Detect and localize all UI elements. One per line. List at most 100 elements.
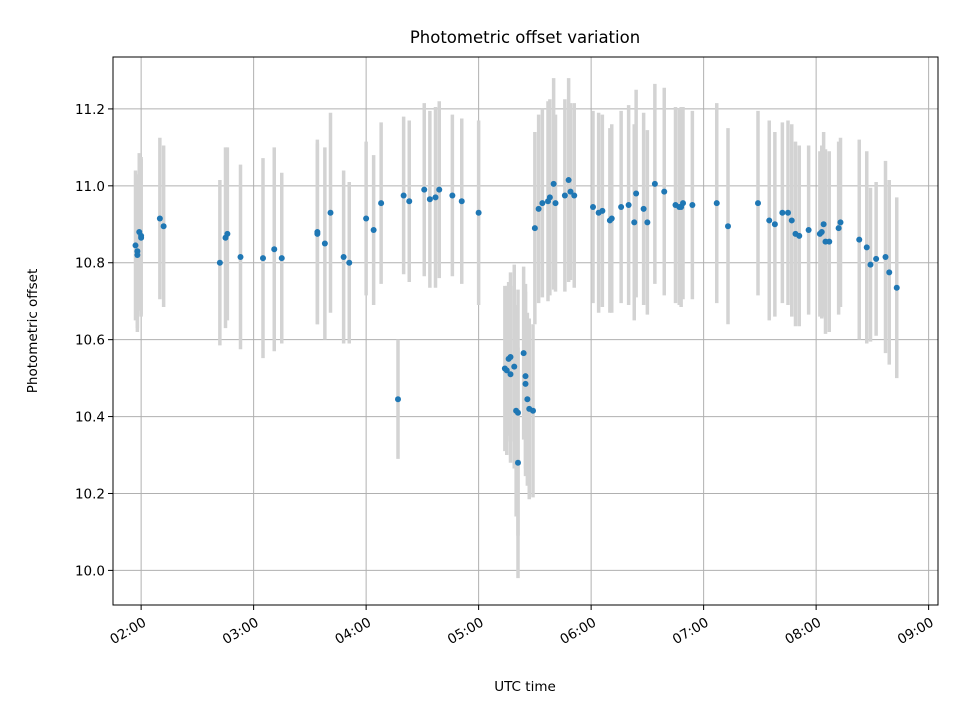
data-point bbox=[160, 223, 167, 230]
data-point bbox=[771, 221, 778, 228]
data-point bbox=[550, 180, 557, 187]
data-point bbox=[400, 192, 407, 199]
data-point bbox=[327, 209, 334, 216]
data-point bbox=[590, 203, 596, 210]
data-point bbox=[856, 236, 863, 243]
data-point bbox=[546, 194, 553, 201]
data-point bbox=[426, 196, 433, 203]
data-point bbox=[805, 227, 812, 234]
x-axis-ticks: 02:00 03:00 04:00 05:00 06:00 07:00 08:00 09:00 bbox=[107, 605, 937, 648]
data-point bbox=[608, 215, 615, 222]
data-point bbox=[552, 200, 559, 207]
x-tick-label: 04:00 bbox=[332, 615, 374, 648]
data-point bbox=[599, 207, 606, 214]
data-point bbox=[406, 198, 413, 205]
data-point bbox=[436, 186, 443, 193]
data-point bbox=[520, 350, 527, 357]
x-tick-label: 09:00 bbox=[895, 615, 937, 648]
data-points bbox=[132, 177, 900, 466]
y-tick-label: 11.0 bbox=[75, 179, 105, 195]
data-point bbox=[421, 186, 428, 193]
plot-frame bbox=[112, 56, 939, 606]
x-tick-label: 07:00 bbox=[670, 615, 712, 648]
data-point bbox=[788, 217, 795, 224]
data-point bbox=[515, 409, 521, 416]
data-point bbox=[680, 200, 686, 207]
data-point bbox=[134, 252, 141, 259]
x-tick-label: 05:00 bbox=[445, 615, 487, 648]
y-tick-label: 10.6 bbox=[75, 333, 105, 349]
data-point bbox=[886, 269, 893, 276]
y-tick-label: 10.2 bbox=[75, 486, 105, 502]
data-point bbox=[224, 230, 231, 237]
data-point bbox=[132, 242, 139, 249]
data-point bbox=[689, 202, 696, 209]
data-point bbox=[625, 202, 632, 209]
data-point bbox=[432, 194, 439, 201]
data-point bbox=[755, 200, 761, 207]
x-tick-label: 06:00 bbox=[557, 615, 599, 648]
x-tick-label: 03:00 bbox=[220, 615, 262, 648]
data-point bbox=[725, 223, 731, 230]
data-point bbox=[661, 188, 668, 195]
data-point bbox=[826, 238, 833, 245]
x-tick-label: 08:00 bbox=[782, 615, 824, 648]
data-point bbox=[893, 284, 900, 291]
data-point bbox=[515, 459, 521, 466]
data-point bbox=[370, 227, 377, 234]
data-point bbox=[507, 353, 514, 360]
data-point bbox=[561, 192, 568, 199]
data-point bbox=[651, 180, 658, 187]
y-tick-label: 10.0 bbox=[75, 563, 105, 579]
data-point bbox=[522, 373, 529, 380]
x-tick-label: 02:00 bbox=[107, 615, 149, 648]
data-point bbox=[882, 253, 889, 260]
data-point bbox=[837, 219, 844, 226]
data-point bbox=[535, 205, 542, 212]
y-tick-label: 10.8 bbox=[75, 256, 105, 272]
data-point bbox=[363, 215, 370, 222]
data-point bbox=[260, 255, 266, 262]
data-point bbox=[796, 232, 803, 239]
data-point bbox=[138, 232, 145, 239]
data-point bbox=[633, 190, 640, 197]
data-point bbox=[378, 200, 385, 207]
data-point bbox=[530, 407, 536, 414]
data-point bbox=[271, 246, 278, 253]
data-point bbox=[524, 396, 531, 403]
data-point bbox=[475, 209, 482, 216]
data-point bbox=[216, 259, 223, 266]
data-point bbox=[618, 203, 625, 210]
data-point bbox=[278, 255, 285, 262]
data-point bbox=[321, 240, 328, 247]
data-point bbox=[631, 219, 638, 226]
data-point bbox=[640, 205, 647, 212]
data-point bbox=[644, 219, 651, 226]
data-point bbox=[314, 230, 321, 237]
data-point bbox=[818, 228, 825, 235]
data-point bbox=[873, 255, 880, 262]
data-point bbox=[522, 380, 529, 387]
data-point bbox=[340, 253, 347, 260]
data-point bbox=[539, 200, 546, 207]
data-point bbox=[779, 209, 786, 216]
data-point bbox=[503, 367, 510, 374]
error-bars bbox=[133, 78, 899, 579]
data-point bbox=[567, 188, 574, 195]
data-point bbox=[531, 225, 538, 232]
data-point bbox=[458, 198, 465, 205]
data-point bbox=[395, 396, 401, 403]
data-point bbox=[346, 259, 353, 266]
data-point bbox=[511, 363, 518, 370]
data-point bbox=[565, 177, 572, 184]
data-point bbox=[863, 244, 870, 251]
data-point bbox=[867, 261, 874, 268]
data-point bbox=[820, 221, 827, 228]
data-point bbox=[571, 192, 578, 199]
data-point bbox=[237, 253, 244, 260]
y-axis-ticks: 10.0 10.2 10.4 10.6 10.8 11.0 11.2 bbox=[75, 102, 113, 579]
data-point bbox=[785, 209, 791, 216]
x-axis-label: UTC time bbox=[494, 679, 556, 695]
data-point bbox=[713, 200, 720, 207]
